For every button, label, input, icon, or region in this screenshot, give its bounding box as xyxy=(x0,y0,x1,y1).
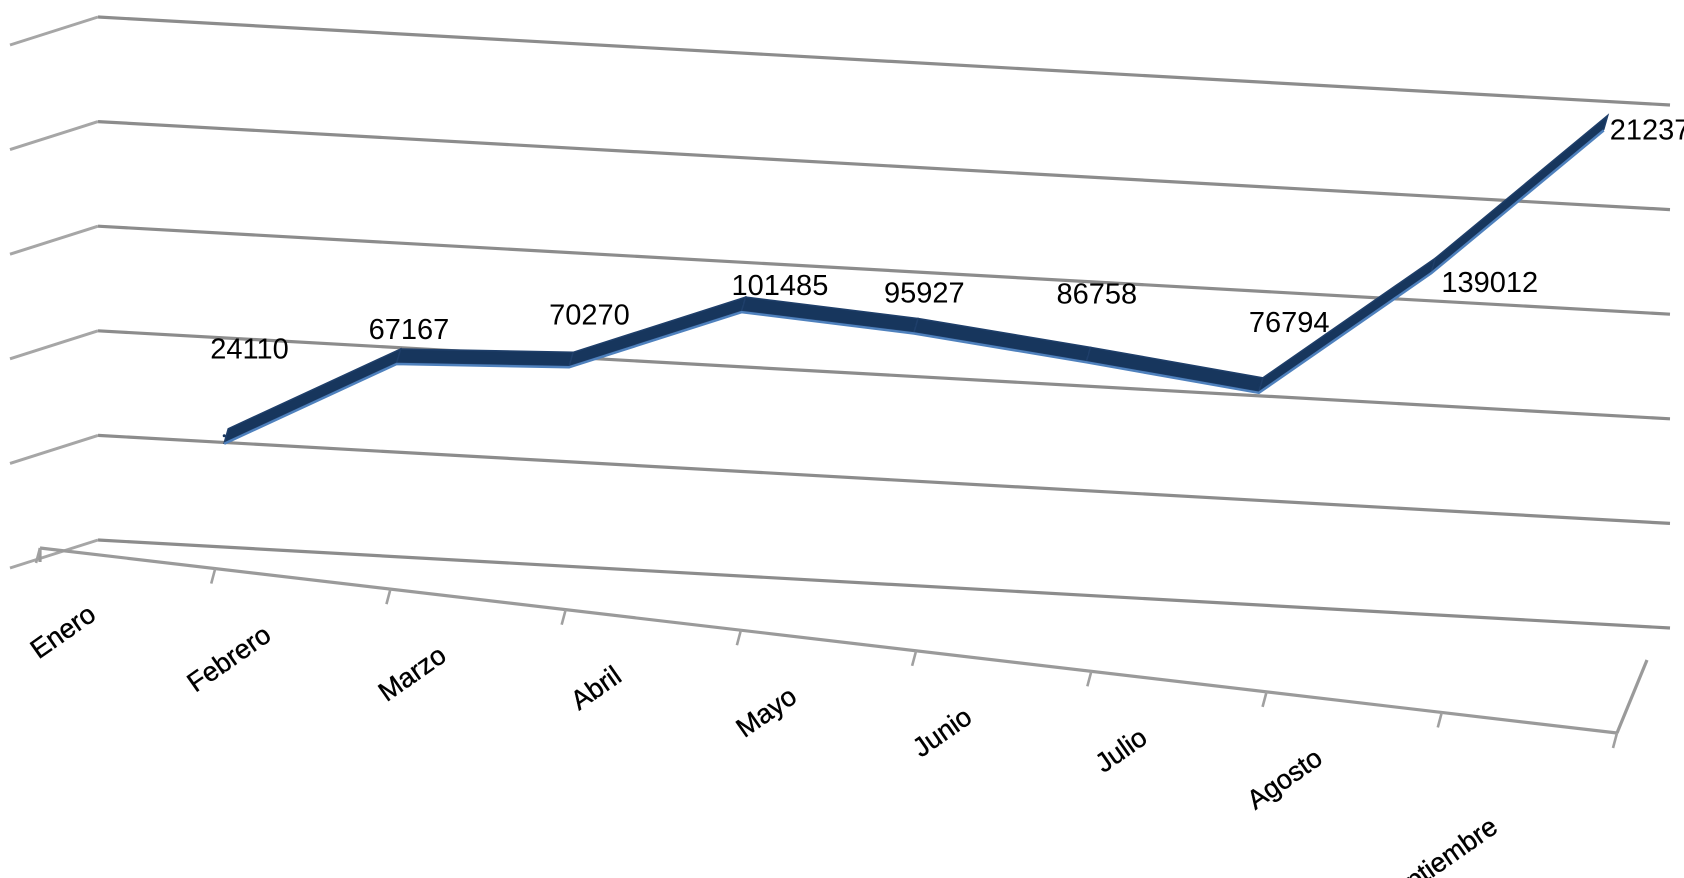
x-axis-label: Mayo xyxy=(731,681,802,743)
ribbon-segment xyxy=(1085,346,1264,393)
series-ribbon xyxy=(222,113,1610,445)
data-point-agosto xyxy=(1429,263,1433,267)
data-label: 70270 xyxy=(549,299,630,331)
floor-front-edge xyxy=(39,546,1618,735)
data-label: 86758 xyxy=(1056,278,1137,310)
gridline-side xyxy=(9,15,99,47)
gridline-side xyxy=(9,433,99,465)
gridlines xyxy=(9,15,1671,630)
gridline xyxy=(97,15,1671,107)
data-label: 139012 xyxy=(1441,267,1538,299)
gridline xyxy=(97,433,1671,525)
x-axis-label: Agosto xyxy=(1242,743,1328,816)
data-point-enero xyxy=(222,434,226,438)
data-label: 95927 xyxy=(884,277,965,309)
gridline xyxy=(97,120,1671,212)
data-labels: 24110 67167 70270 101485 95927 86758 76794 1390… xyxy=(210,114,1684,365)
x-tick xyxy=(1436,712,1444,728)
x-tick xyxy=(1611,732,1619,749)
ribbon-edge xyxy=(223,129,1605,445)
x-axis-label: Marzo xyxy=(373,640,452,708)
data-label: 67167 xyxy=(369,314,450,346)
gridline-side xyxy=(9,224,99,256)
x-axis-label: Febrero xyxy=(182,619,277,698)
data-label: 76794 xyxy=(1249,307,1330,339)
data-label: 212377 xyxy=(1610,114,1684,146)
data-point-marzo xyxy=(567,357,571,361)
data-point-julio xyxy=(1257,383,1261,387)
x-ticks xyxy=(34,547,1619,749)
x-axis-label: Julio xyxy=(1090,722,1153,778)
gridline xyxy=(97,224,1671,316)
gridline-side xyxy=(9,538,99,570)
x-axis-label: Septiembre xyxy=(1373,811,1503,878)
data-point-abril xyxy=(740,302,744,306)
ribbon-segment xyxy=(1429,113,1610,275)
data-point-mayo xyxy=(912,323,916,327)
x-tick xyxy=(910,650,918,667)
x-axis-label: Abril xyxy=(565,660,626,716)
x-tick xyxy=(209,568,217,584)
x-tick xyxy=(34,547,42,564)
floor-right-edge xyxy=(1615,659,1649,734)
x-axis-label: Enero xyxy=(25,599,101,665)
x-tick xyxy=(385,588,392,605)
x-tick xyxy=(1086,670,1093,687)
x-tick xyxy=(560,609,567,626)
x-tick xyxy=(735,629,743,646)
gridline-side xyxy=(9,329,99,361)
data-point-junio xyxy=(1084,352,1088,356)
gridline xyxy=(97,538,1671,630)
gridline-side xyxy=(9,120,99,152)
data-point-septiembre xyxy=(1602,120,1606,124)
x-tick xyxy=(1261,691,1268,708)
gridline xyxy=(97,329,1671,421)
data-label: 24110 xyxy=(210,334,289,366)
data-label: 101485 xyxy=(732,270,829,302)
ribbon-segment xyxy=(913,317,1092,363)
x-axis-label: Junio xyxy=(907,701,977,763)
data-point-febrero xyxy=(395,354,399,358)
x-axis-labels: Enero Febrero Marzo Abril Mayo Junio Julio Agos… xyxy=(25,598,1503,878)
